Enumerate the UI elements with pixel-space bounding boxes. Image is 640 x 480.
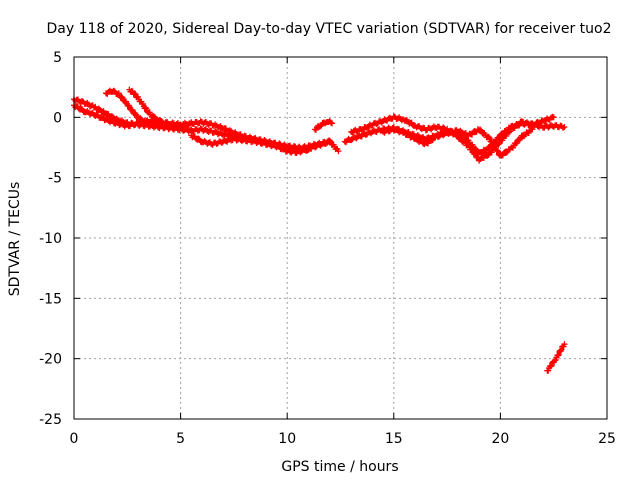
series-track-8 [348, 113, 557, 164]
y-tick-label: 0 [53, 110, 62, 126]
y-tick-label: -20 [39, 352, 62, 368]
data-point-markers [380, 126, 536, 159]
data-point-markers [126, 86, 193, 129]
x-tick-label: 0 [70, 431, 79, 447]
series-track-10 [544, 341, 568, 374]
x-tick-label: 25 [598, 431, 616, 447]
grid-layer [74, 57, 607, 419]
series-track-4 [126, 86, 193, 129]
series-track-5 [188, 132, 342, 156]
y-tick-label: -10 [39, 231, 62, 247]
y-axis-label: SDTVAR / TECUs [7, 182, 23, 297]
data-point-markers [311, 118, 335, 133]
chart-title: Day 118 of 2020, Sidereal Day-to-day VTE… [46, 21, 611, 37]
y-tick-label: 5 [53, 50, 62, 66]
series-track-9 [380, 126, 536, 159]
data-point-markers [188, 132, 342, 156]
y-tick-label: -5 [48, 171, 62, 187]
y-tick-label: -15 [39, 291, 62, 307]
x-tick-label: 10 [278, 431, 296, 447]
series-track-6 [311, 118, 335, 133]
x-tick-label: 15 [385, 431, 403, 447]
tick-layer: 0 5 10 15 20 25 5 0 -5 -10 -15 -20 -25 [39, 50, 616, 447]
data-point-markers [348, 113, 557, 164]
x-tick-label: 20 [491, 431, 509, 447]
x-axis-label: GPS time / hours [281, 459, 398, 475]
y-tick-label: -25 [39, 412, 62, 428]
x-tick-label: 5 [176, 431, 185, 447]
data-point-markers [544, 341, 568, 374]
data-layer [71, 86, 568, 374]
